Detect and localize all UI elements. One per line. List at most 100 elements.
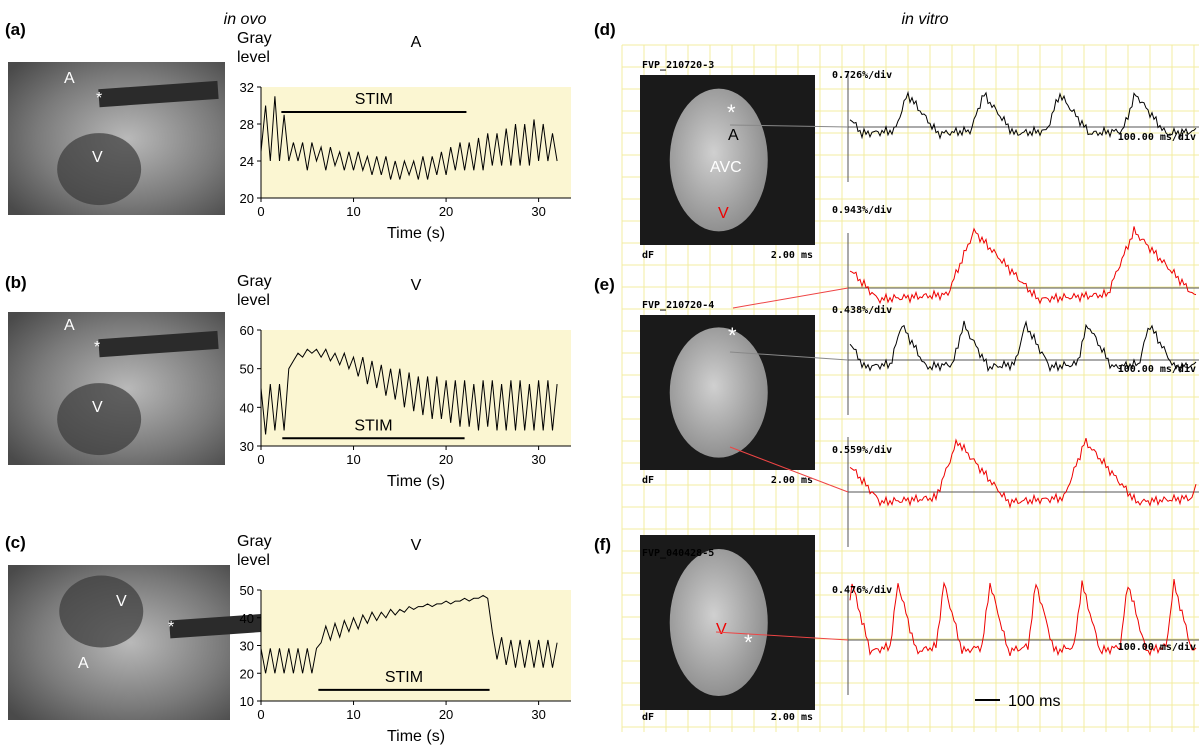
amplitude-scale: 0.726%/div [832, 69, 892, 81]
frame-label: 2.00 ms [771, 712, 813, 723]
y-axis-label: Gray level [237, 30, 272, 66]
amplitude-scale: 0.438%/div [832, 304, 892, 316]
stim-label: STIM [355, 91, 393, 108]
chart-title: V [411, 537, 422, 554]
heart [669, 88, 768, 232]
panel-label: (b) [5, 273, 27, 292]
x-tick-label: 10 [346, 204, 360, 219]
panel-label: (f) [594, 535, 611, 554]
amplitude-scale: 0.559%/div [832, 444, 892, 456]
stim-label: STIM [385, 669, 423, 686]
y-tick-label: 28 [240, 117, 254, 132]
time-scale: 100.00 ms/div [1118, 641, 1196, 653]
optical-trace [849, 437, 1197, 509]
y-tick-label: 50 [240, 362, 254, 377]
image-label: A [728, 127, 739, 144]
y-tick-label: 32 [240, 80, 254, 95]
y-tick-label: 30 [240, 439, 254, 454]
image-label: * [94, 339, 100, 356]
image-label: V [92, 149, 103, 166]
electrode [98, 330, 219, 358]
y-tick-label: 40 [240, 400, 254, 415]
ventricle-shadow [57, 383, 142, 456]
optical-trace [849, 90, 1197, 140]
trace [260, 348, 558, 435]
optical-trace [849, 579, 1197, 657]
plot-background [261, 87, 571, 198]
x-tick-label: 30 [531, 707, 545, 722]
x-tick-label: 10 [346, 452, 360, 467]
image-label: A [64, 317, 75, 334]
optical-trace [849, 320, 1197, 374]
x-axis-label: Time (s) [387, 728, 445, 745]
y-tick-label: 24 [240, 154, 254, 169]
connector [729, 351, 849, 361]
trace [260, 594, 558, 674]
x-axis-label: Time (s) [387, 473, 445, 490]
heading: in ovo [224, 11, 267, 28]
y-axis-label: Gray level [237, 533, 272, 569]
image-label: AVC [710, 159, 742, 176]
x-tick-label: 20 [439, 204, 453, 219]
time-scale: 100.00 ms/div [1118, 131, 1196, 143]
x-tick-label: 10 [346, 707, 360, 722]
file-name: FVP_210720-3 [642, 60, 714, 71]
heart [669, 549, 768, 696]
y-tick-label: 40 [240, 611, 254, 626]
chart-title: A [411, 34, 422, 51]
amplitude-scale: 0.476%/div [832, 584, 892, 596]
amplitude-scale: 0.943%/div [832, 204, 892, 216]
connector [715, 631, 849, 641]
stim-label: STIM [354, 417, 392, 434]
y-tick-label: 30 [240, 639, 254, 654]
y-tick-label: 20 [240, 191, 254, 206]
heading: in vitro [901, 11, 948, 28]
image-label: * [96, 90, 102, 107]
heart [669, 327, 768, 458]
x-tick-label: 20 [439, 452, 453, 467]
x-tick-label: 30 [531, 204, 545, 219]
x-tick-label: 30 [531, 452, 545, 467]
ventricle-shadow [57, 133, 142, 206]
optical-trace [849, 226, 1197, 305]
connector [729, 124, 849, 128]
x-tick-label: 20 [439, 707, 453, 722]
chart-title: V [411, 277, 422, 294]
panel-label: (d) [594, 20, 616, 39]
file-name: FVP_040428-5 [642, 548, 714, 559]
electrode [98, 80, 219, 108]
image-label: V [92, 399, 103, 416]
x-axis-label: Time (s) [387, 225, 445, 242]
dF-label: dF [642, 475, 654, 486]
image-label: * [727, 100, 736, 125]
y-tick-label: 50 [240, 583, 254, 598]
image-label: V [718, 205, 729, 222]
frame-label: 2.00 ms [771, 250, 813, 261]
dF-label: dF [642, 250, 654, 261]
scale-bar-label: 100 ms [1008, 693, 1060, 710]
image-label: V [716, 621, 727, 638]
y-tick-label: 60 [240, 323, 254, 338]
connector [729, 446, 849, 493]
image-label: V [116, 593, 127, 610]
panel-label: (a) [5, 20, 26, 39]
image-label: * [728, 323, 737, 348]
y-tick-label: 20 [240, 666, 254, 681]
panel-label: (c) [5, 533, 26, 552]
image-label: A [64, 70, 75, 87]
x-tick-label: 0 [257, 204, 264, 219]
time-scale: 100.00 ms/div [1118, 363, 1196, 375]
ventricle-shadow [59, 575, 144, 648]
x-tick-label: 0 [257, 452, 264, 467]
image-label: A [78, 655, 89, 672]
x-tick-label: 0 [257, 707, 264, 722]
file-name: FVP_210720-4 [642, 300, 714, 311]
connector [732, 287, 849, 309]
y-tick-label: 10 [240, 694, 254, 709]
image-label: * [744, 630, 753, 655]
y-axis-label: Gray level [237, 273, 272, 309]
panel-label: (e) [594, 275, 615, 294]
trace [260, 96, 558, 180]
